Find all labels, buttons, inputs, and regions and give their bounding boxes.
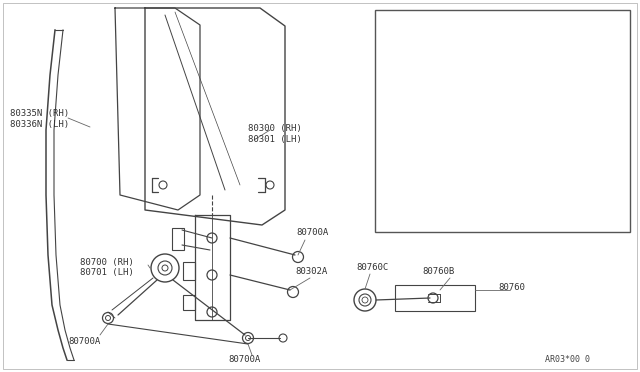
Text: 80701 (LH): 80701 (LH): [80, 269, 134, 278]
Text: CAN.S.GXE: CAN.S.GXE: [383, 21, 436, 31]
Bar: [375, 10, 630, 232]
Bar: [172, 228, 184, 250]
Text: AR03*00 0: AR03*00 0: [545, 356, 590, 365]
Text: 80730 (RH): 80730 (RH): [527, 128, 577, 137]
Bar: [183, 262, 195, 280]
Text: 80700A: 80700A: [527, 148, 557, 157]
Text: 80700A: 80700A: [296, 228, 328, 237]
Text: F/PWR WINDOW: F/PWR WINDOW: [383, 33, 454, 43]
Text: 80700A: 80700A: [68, 337, 100, 346]
Bar: [183, 295, 195, 310]
Text: 80336N (LH): 80336N (LH): [10, 119, 69, 128]
Text: 80302A: 80302A: [295, 267, 327, 276]
Text: 80301 (LH): 80301 (LH): [248, 135, 301, 144]
Text: 80700A: 80700A: [228, 356, 260, 365]
Text: 80760B: 80760B: [422, 267, 454, 276]
Text: 80731 (LH): 80731 (LH): [527, 138, 577, 147]
Circle shape: [472, 87, 508, 123]
Text: 80335N (RH): 80335N (RH): [10, 109, 69, 118]
Text: 80760C: 80760C: [356, 263, 388, 273]
Text: 80300 (RH): 80300 (RH): [248, 124, 301, 132]
Bar: [395, 285, 475, 311]
Text: 80760: 80760: [498, 283, 525, 292]
Text: 80700 (RH): 80700 (RH): [80, 257, 134, 266]
